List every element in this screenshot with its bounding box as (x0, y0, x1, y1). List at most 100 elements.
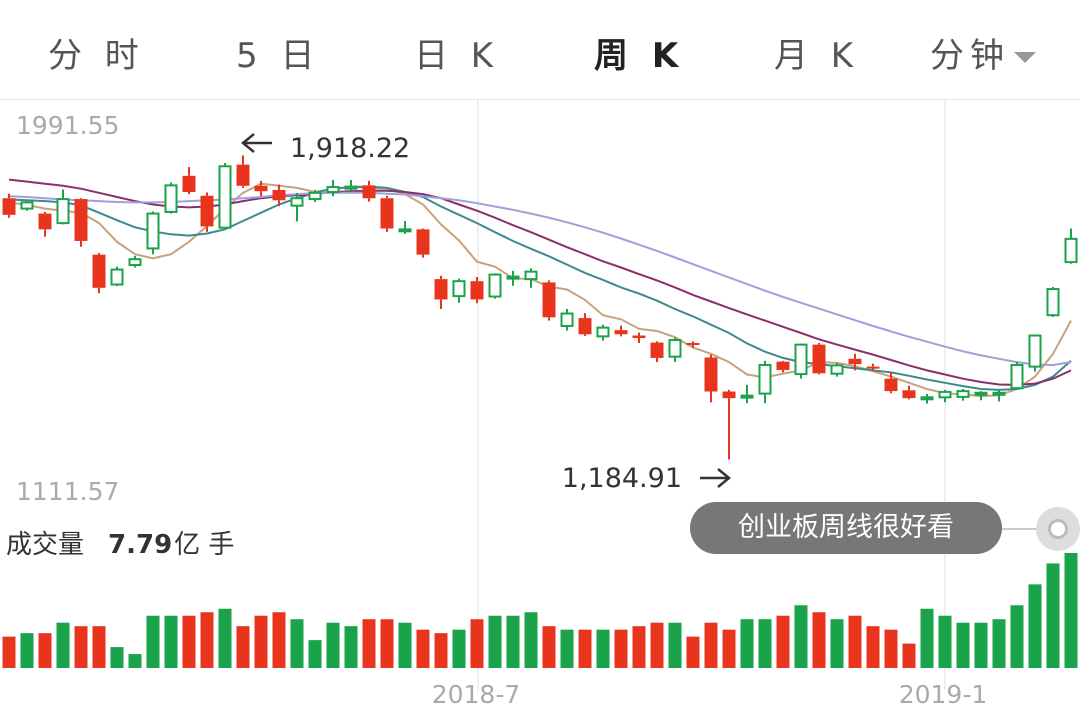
volume-bar (722, 629, 736, 668)
candle (74, 198, 88, 247)
tab-monthly-k[interactable]: 月 K (774, 36, 860, 76)
volume-bar (578, 629, 592, 668)
chevron-down-icon (1014, 52, 1036, 63)
tab-intraday[interactable]: 分 时 (48, 36, 145, 76)
candle (488, 273, 502, 299)
y-max-label: 1991.55 (16, 111, 119, 140)
arrow-right-icon (700, 468, 731, 488)
volume-bar (884, 629, 898, 668)
candle (524, 268, 538, 288)
ma-line-ma5 (8, 182, 1072, 398)
candle (920, 394, 934, 404)
volume-bar (38, 633, 52, 668)
candle (434, 275, 448, 309)
drag-handle-dot (1048, 519, 1068, 539)
volume-bar (866, 626, 880, 668)
volume-bar (938, 615, 952, 668)
drag-handle[interactable] (1036, 507, 1080, 551)
volume-bar (1010, 605, 1024, 668)
volume-bar (506, 615, 520, 668)
candle (362, 180, 376, 202)
volume-bar (56, 622, 70, 668)
volume-bar (758, 619, 772, 668)
candle (2, 193, 16, 218)
volume-bar (272, 612, 286, 668)
volume-bar (542, 626, 556, 668)
volume-bar (632, 626, 646, 668)
volume-bar (974, 622, 988, 668)
candle (776, 360, 790, 373)
volume-unit: 亿 手 (174, 530, 235, 560)
volume-bar (1064, 553, 1078, 668)
volume-bar (146, 615, 160, 668)
candle (1046, 286, 1060, 317)
volume-bar (920, 608, 934, 668)
volume-bar (110, 647, 124, 668)
candle (614, 325, 628, 337)
candle (344, 179, 358, 191)
y-min-label: 1111.57 (16, 477, 119, 506)
tab-minute-label: 分钟 (930, 36, 1010, 76)
candle (200, 192, 214, 232)
candle (866, 363, 880, 371)
candle (452, 278, 466, 303)
volume-bar (452, 629, 466, 668)
candle (164, 182, 178, 214)
candle (560, 308, 574, 331)
candle (1028, 334, 1042, 372)
volume-bar (848, 615, 862, 668)
volume-bar (560, 629, 574, 668)
candle (938, 389, 952, 403)
candle (812, 342, 826, 375)
annotation-low: 1,184.91 (562, 463, 731, 494)
candle (398, 221, 412, 234)
volume-bar (308, 640, 322, 668)
ma-line-ma10 (8, 185, 1072, 391)
candle (578, 313, 592, 336)
candle (272, 184, 286, 207)
volume-bar (290, 619, 304, 668)
volume-bar (434, 633, 448, 668)
comment-banner[interactable]: 创业板周线很好看 (690, 502, 1002, 554)
volume-bar (92, 626, 106, 668)
volume-bar (20, 633, 34, 668)
volume-title: 成交量 (6, 530, 85, 560)
volume-bar (74, 626, 88, 668)
volume-bar (128, 654, 142, 668)
ma-line-ma20 (8, 178, 1072, 386)
volume-bar (236, 626, 250, 668)
tab-five-day[interactable]: 5 日 (236, 36, 321, 76)
candle (38, 211, 52, 237)
candle (128, 255, 142, 268)
candle (1064, 228, 1078, 264)
volume-bar (614, 629, 628, 668)
period-tabs: 分 时 5 日 日 K 周 K 月 K 分钟 (0, 0, 1080, 100)
volume-bar (1046, 563, 1060, 668)
candle (542, 280, 556, 321)
candle (470, 277, 484, 304)
volume-bar (524, 612, 538, 668)
ma-line-ma60 (8, 191, 1072, 367)
volume-bar (812, 612, 826, 668)
volume-bar (488, 615, 502, 668)
candle (308, 189, 322, 202)
volume-bar (650, 622, 664, 668)
candle (110, 266, 124, 287)
volume-bar (686, 636, 700, 668)
candle (596, 324, 610, 341)
candle (650, 341, 664, 363)
volume-bar (416, 629, 430, 668)
volume-bar (1028, 584, 1042, 668)
candle (416, 228, 430, 258)
candle (92, 252, 106, 294)
volume-bar (704, 622, 718, 668)
tab-minute[interactable]: 分钟 (930, 28, 1036, 77)
x-tick-label: 2018-7 (432, 680, 521, 709)
candle (506, 270, 520, 286)
tab-weekly-k[interactable]: 周 K (594, 36, 685, 76)
volume-bar (218, 608, 232, 668)
volume-bar (182, 615, 196, 668)
tab-daily-k[interactable]: 日 K (414, 36, 500, 76)
volume-bar (254, 615, 268, 668)
